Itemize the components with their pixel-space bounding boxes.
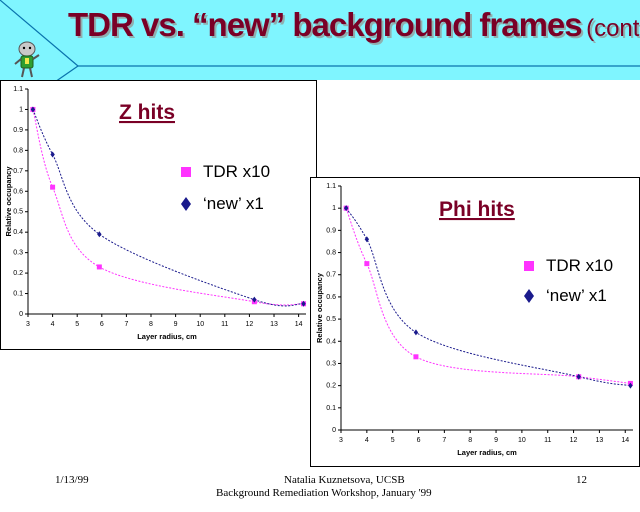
- data-point-new: [50, 151, 55, 158]
- x-tick-label: 3: [26, 321, 30, 328]
- x-tick-label: 9: [494, 437, 498, 444]
- legend-marker-tdr: [524, 261, 534, 271]
- y-tick-label: 0.2: [13, 270, 23, 277]
- y-tick-label: 0.3: [326, 360, 336, 367]
- x-tick-label: 6: [417, 437, 421, 444]
- y-tick-label: 1.1: [326, 183, 336, 190]
- y-tick-label: 0.6: [326, 294, 336, 301]
- data-point-tdr: [413, 354, 419, 360]
- x-tick-label: 9: [174, 321, 178, 328]
- legend-label-new: ‘new’ x1: [546, 286, 607, 305]
- data-point-tdr: [50, 184, 56, 190]
- x-axis-label: Layer radius, cm: [137, 332, 197, 341]
- footer-author: Natalia Kuznetsova, UCSB: [284, 474, 405, 486]
- legend-marker-new: [181, 197, 191, 211]
- y-tick-label: 0.2: [326, 383, 336, 390]
- y-tick-label: 0.3: [13, 250, 23, 257]
- footer-workshop: Background Remediation Workshop, January…: [216, 487, 432, 499]
- x-tick-label: 5: [75, 321, 79, 328]
- data-point-tdr: [96, 264, 102, 270]
- x-tick-label: 4: [365, 437, 369, 444]
- data-point-new: [343, 205, 349, 212]
- x-tick-label: 7: [124, 321, 128, 328]
- series-line-new: [32, 109, 304, 307]
- phi-hits-chart: 0 0.1 0.2 0.3 0.4 0.5 0.6 0.7 0.8 0.9 1 1.1 3 4 5 6 7 8 9 1…: [310, 177, 640, 467]
- x-tick-label: 14: [295, 321, 303, 328]
- footer-date: 1/13/99: [55, 474, 89, 486]
- y-tick-label: 0.6: [13, 188, 23, 195]
- x-tick-label: 11: [221, 321, 228, 328]
- x-tick-label: 12: [570, 437, 578, 444]
- y-tick-label: 0: [332, 427, 336, 434]
- y-tick-label: 0.9: [326, 227, 336, 234]
- slide-title-sub: (cont.): [586, 15, 640, 42]
- x-tick-label: 8: [468, 437, 472, 444]
- y-tick-label: 0.1: [13, 291, 23, 298]
- x-tick-label: 8: [149, 321, 153, 328]
- y-tick-label: 0.7: [13, 168, 23, 175]
- data-point-tdr: [364, 261, 370, 267]
- y-axis-label: Relative occupancy: [315, 272, 324, 343]
- series-line-tdr: [345, 208, 631, 384]
- x-axis-label: Layer radius, cm: [457, 448, 517, 457]
- chart-title: Phi hits: [439, 198, 515, 221]
- y-tick-label: 0.4: [13, 229, 23, 236]
- footer-page-number: 12: [576, 474, 587, 486]
- legend-marker-tdr: [181, 167, 191, 177]
- slide-title-main: TDR vs. “new” background frames: [68, 6, 583, 43]
- y-axis-label: Relative occupancy: [4, 166, 13, 237]
- y-tick-label: 0.5: [13, 209, 23, 216]
- data-point-new: [576, 373, 581, 380]
- y-tick-label: 1.1: [13, 86, 23, 93]
- x-tick-label: 10: [518, 437, 526, 444]
- x-tick-label: 7: [442, 437, 446, 444]
- x-tick-label: 10: [196, 321, 204, 328]
- data-point-new: [30, 106, 36, 113]
- y-tick-label: 0.9: [13, 127, 23, 134]
- x-tick-label: 4: [51, 321, 55, 328]
- legend-label-tdr: TDR x10: [203, 162, 270, 181]
- x-tick-label: 3: [339, 437, 343, 444]
- data-point-new: [301, 300, 306, 307]
- data-point-new: [97, 231, 102, 238]
- y-tick-label: 1: [332, 205, 336, 212]
- y-tick-label: 0.8: [326, 250, 336, 257]
- phi-hits-plot: 0 0.1 0.2 0.3 0.4 0.5 0.6 0.7 0.8 0.9 1 1.1 3 4 5 6 7 8 9 1…: [315, 183, 633, 457]
- y-tick-label: 0.7: [326, 272, 336, 279]
- legend-label-tdr: TDR x10: [546, 256, 613, 275]
- x-tick-label: 6: [100, 321, 104, 328]
- x-tick-label: 13: [270, 321, 278, 328]
- data-point-new: [364, 236, 370, 243]
- y-tick-label: 0.8: [13, 147, 23, 154]
- y-tick-label: 0.4: [326, 338, 336, 345]
- y-tick-label: 0.1: [326, 405, 336, 412]
- legend-label-new: ‘new’ x1: [203, 194, 264, 213]
- y-tick-label: 0.5: [326, 316, 336, 323]
- slide-title: TDR vs. “new” background frames (cont.): [68, 6, 640, 50]
- x-tick-label: 11: [544, 437, 551, 444]
- y-tick-label: 1: [19, 106, 23, 113]
- x-tick-label: 14: [621, 437, 629, 444]
- z-hits-chart: 0 0.1 0.2 0.3 0.4 0.5 0.6 0.7 0.8 0.9 1 1.1 3 4 5 6 7 8 9 1…: [0, 80, 317, 350]
- chart-title: Z hits: [119, 101, 175, 124]
- data-point-new: [413, 329, 419, 336]
- x-tick-label: 12: [246, 321, 254, 328]
- x-tick-label: 5: [391, 437, 395, 444]
- data-point-new: [252, 296, 257, 303]
- legend-marker-new: [524, 289, 534, 303]
- x-tick-label: 13: [596, 437, 604, 444]
- mascot-figure-icon: [14, 41, 40, 78]
- z-hits-plot: 0 0.1 0.2 0.3 0.4 0.5 0.6 0.7 0.8 0.9 1 1.1 3 4 5 6 7 8 9 1…: [4, 86, 307, 341]
- y-tick-label: 0: [19, 311, 23, 318]
